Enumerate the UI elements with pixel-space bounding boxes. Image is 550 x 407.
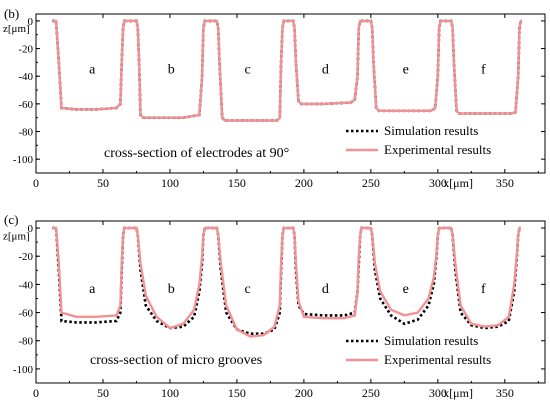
region-label: a [89, 282, 96, 297]
panel-label: (b) [4, 6, 19, 21]
y-tick-label: 0 [28, 223, 34, 235]
region-label: e [403, 62, 409, 77]
x-tick-label: 250 [362, 176, 380, 190]
region-label: b [168, 62, 175, 77]
region-label: f [481, 62, 486, 77]
x-tick-label: 100 [161, 386, 179, 400]
y-tick-label: 0 [28, 16, 34, 28]
x-tick-label: 50 [97, 386, 109, 400]
legend: Simulation results Experimental results [342, 331, 522, 371]
x-tick-label: 50 [97, 176, 109, 190]
y-tick-label: -80 [18, 336, 33, 348]
x-axis-label: x[μm] [443, 386, 473, 400]
chart-panel-b: (b) 0 -20 -40 -60 -80 -100 0 50 100 150 200 250 300 35… [3, 6, 546, 190]
x-axis-label: x[μm] [443, 176, 473, 190]
y-tick-label: -40 [18, 279, 33, 291]
panel-label: (c) [4, 212, 18, 227]
y-axis-label: z[μm] [3, 230, 30, 242]
region-label: e [403, 282, 409, 297]
x-tick-label: 150 [228, 176, 246, 190]
legend-background [342, 121, 522, 161]
x-tick-label: 350 [496, 386, 514, 400]
plot-frame [35, 13, 546, 174]
x-tick-label: 200 [295, 176, 313, 190]
series-experimental-line [52, 19, 523, 122]
y-tick-label: -60 [18, 99, 33, 111]
y-tick-label: -40 [18, 71, 33, 83]
region-label: b [168, 282, 175, 297]
chart-panel-c: (c) 0 -20 -40 -60 -80 -100 0 50 100 150 200 250 300 35… [3, 212, 546, 400]
y-tick-label: -20 [18, 251, 33, 263]
legend-experimental-label: Experimental results [384, 352, 491, 367]
region-label: a [89, 62, 96, 77]
x-tick-label: 0 [33, 176, 39, 190]
y-tick-label: -100 [13, 364, 34, 376]
y-tick-label: -20 [18, 44, 33, 56]
legend: Simulation results Experimental results [342, 121, 522, 161]
y-tick-label: -100 [13, 154, 34, 166]
panel-annotation: cross-section of electrodes at 90° [104, 146, 289, 161]
y-tick-label: -80 [18, 127, 33, 139]
legend-simulation-label: Simulation results [384, 123, 478, 138]
region-label: f [481, 282, 486, 297]
y-tick-label: -60 [18, 308, 33, 320]
x-tick-label: 250 [362, 386, 380, 400]
y-axis-label: z[μm] [3, 23, 30, 35]
series-experimental-line [52, 226, 521, 338]
x-tick-label: 100 [161, 176, 179, 190]
region-label: c [245, 282, 251, 297]
region-label: d [322, 282, 329, 297]
legend-experimental-label: Experimental results [384, 142, 491, 157]
region-label: c [245, 62, 251, 77]
x-tick-label: 300 [429, 386, 447, 400]
region-label: d [322, 62, 329, 77]
legend-background [342, 331, 522, 371]
x-tick-label: 200 [295, 386, 313, 400]
plot-frame [35, 220, 546, 384]
x-tick-label: 150 [228, 386, 246, 400]
legend-simulation-label: Simulation results [384, 333, 478, 348]
panel-annotation: cross-section of micro grooves [90, 353, 262, 368]
x-tick-label: 0 [33, 386, 39, 400]
x-tick-label: 300 [429, 176, 447, 190]
x-tick-label: 350 [496, 176, 514, 190]
